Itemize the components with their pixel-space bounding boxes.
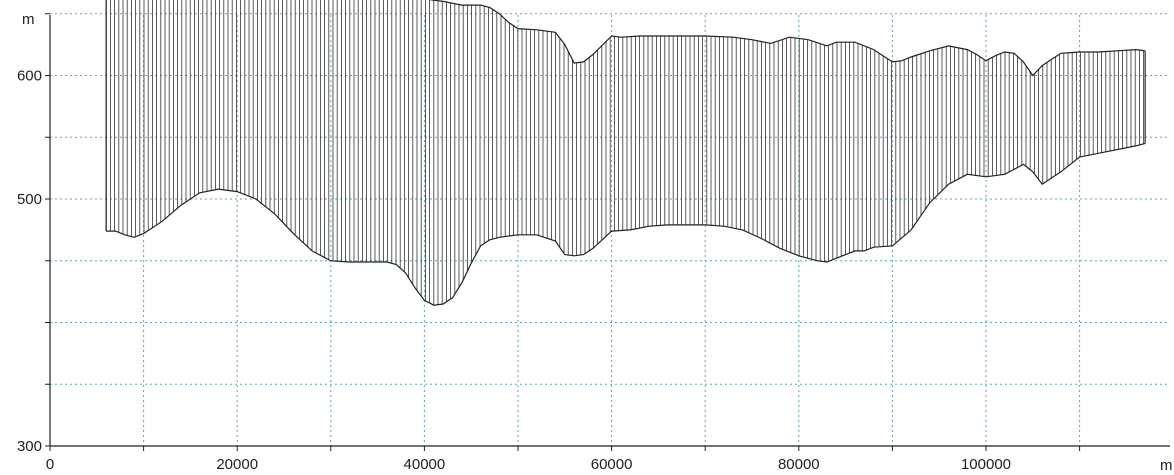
hatch-lines: [105, 0, 1144, 306]
x-unit-label: m: [1160, 457, 1173, 474]
lower-profile-line: [106, 142, 1146, 306]
y-tick-label: 300: [17, 438, 42, 455]
x-tick-label: 20000: [216, 456, 258, 473]
axes: [45, 13, 1170, 451]
hatch-fill: [105, 0, 1146, 306]
y-unit-label: m: [22, 11, 35, 28]
x-tick-label: 0: [46, 456, 54, 473]
y-tick-label: 500: [17, 191, 42, 208]
x-tick-label: 80000: [778, 456, 820, 473]
x-tick-label: 100000: [961, 456, 1011, 473]
x-tick-labels: 0 20000 40000 60000 80000 100000: [46, 456, 1011, 473]
y-tick-label: 600: [17, 68, 42, 85]
upper-profile-line: [428, 0, 1146, 77]
x-tick-label: 60000: [591, 456, 633, 473]
y-tick-labels: 300500600700: [17, 68, 42, 456]
x-tick-label: 40000: [404, 456, 446, 473]
